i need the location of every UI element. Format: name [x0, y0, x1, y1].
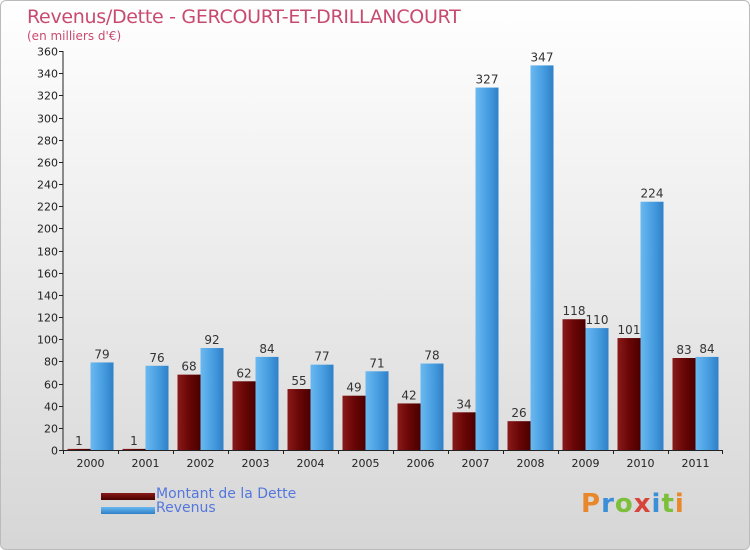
y-tick-label: 20 [44, 423, 58, 436]
data-label-revenus: 71 [369, 356, 384, 370]
bar-revenus [640, 201, 664, 450]
data-label-revenus: 78 [424, 349, 439, 363]
bar-debt [397, 403, 421, 450]
x-tick-label: 2009 [572, 457, 600, 470]
data-label-debt: 34 [456, 397, 471, 411]
chart-title: Revenus/Dette - GERCOURT-ET-DRILLANCOURT [27, 6, 461, 28]
bar-revenus [585, 328, 609, 450]
data-label-revenus: 327 [476, 73, 499, 87]
logo-letter: P [581, 489, 602, 519]
bar-revenus [475, 87, 499, 450]
data-label-debt: 49 [346, 381, 361, 395]
x-tick-label: 2005 [352, 457, 380, 470]
logo-letter: t [661, 489, 675, 519]
data-label-debt: 42 [401, 388, 416, 402]
y-tick-label: 60 [44, 379, 58, 392]
data-label-debt: 62 [236, 366, 251, 380]
data-label-revenus: 77 [314, 350, 329, 364]
data-label-revenus: 224 [641, 187, 664, 201]
legend-swatch-revenus [101, 507, 155, 514]
bar-debt [122, 448, 146, 450]
y-tick-label: 80 [44, 356, 58, 369]
x-tick-label: 2006 [407, 457, 435, 470]
y-tick-label: 200 [37, 223, 58, 236]
bar-debt [562, 319, 586, 450]
data-label-revenus: 79 [94, 347, 109, 361]
y-tick-label: 220 [37, 201, 58, 214]
bar-debt [452, 412, 476, 450]
legend-label-revenus: Revenus [156, 500, 216, 516]
bar-debt [67, 448, 91, 450]
data-label-revenus: 84 [699, 342, 714, 356]
y-tick-label: 240 [37, 179, 58, 192]
bar-debt [672, 358, 696, 450]
data-label-revenus: 110 [586, 313, 609, 327]
bar-debt [232, 381, 256, 450]
chart-subtitle: (en milliers d'€) [27, 29, 122, 43]
y-tick-label: 40 [44, 401, 58, 414]
y-tick-label: 120 [37, 312, 58, 325]
bar-revenus [145, 365, 169, 450]
x-tick-label: 2008 [517, 457, 545, 470]
data-labels: 1791766892628455774971427834327263471181… [75, 50, 714, 447]
proxiti-logo: Proxiti [581, 489, 685, 519]
data-label-revenus: 76 [149, 351, 164, 365]
x-tick-label: 2000 [77, 457, 105, 470]
bar-revenus [310, 364, 334, 450]
data-label-debt: 101 [618, 323, 641, 337]
bars [67, 65, 719, 451]
y-tick-label: 0 [51, 445, 58, 458]
data-label-debt: 1 [130, 434, 138, 448]
data-label-revenus: 92 [204, 333, 219, 347]
data-label-debt: 26 [511, 406, 526, 420]
x-tick-label: 2003 [242, 457, 270, 470]
x-tick-label: 2011 [682, 457, 710, 470]
data-label-debt: 68 [181, 360, 196, 374]
y-tick-label: 360 [37, 46, 58, 59]
legend-swatch-debt [101, 493, 155, 500]
y-tick-label: 300 [37, 113, 58, 126]
x-tick-label: 2002 [187, 457, 215, 470]
legend-label-debt: Montant de la Dette [156, 486, 297, 502]
bar-revenus [255, 356, 279, 450]
bar-revenus [200, 348, 224, 450]
logo-letter: x [633, 489, 652, 519]
bar-revenus [365, 371, 389, 450]
axes: 0 20 40 60 80 100 120 140 160 180 200 220 240 260 280 3… [37, 46, 723, 470]
y-tick-label: 280 [37, 135, 58, 148]
data-label-revenus: 84 [259, 342, 274, 356]
bar-revenus [695, 356, 719, 450]
data-label-debt: 118 [563, 304, 586, 318]
y-tick-label: 260 [37, 157, 58, 170]
data-label-revenus: 347 [531, 50, 554, 64]
data-label-debt: 1 [75, 434, 83, 448]
bar-debt [342, 395, 366, 450]
x-tick-label: 2004 [297, 457, 325, 470]
y-tick-label: 340 [37, 68, 58, 81]
x-tick-label: 2010 [627, 457, 655, 470]
bar-debt [177, 374, 201, 450]
bar-debt [617, 338, 641, 450]
y-tick-label: 100 [37, 334, 58, 347]
logo-letter: o [614, 489, 634, 519]
y-tick-label: 140 [37, 290, 58, 303]
y-tick-label: 160 [37, 268, 58, 281]
data-label-debt: 83 [676, 343, 691, 357]
x-tick-label: 2001 [132, 457, 160, 470]
x-tick-label: 2007 [462, 457, 490, 470]
bar-revenus [90, 362, 114, 450]
bar-revenus [530, 65, 554, 451]
y-tick-label: 180 [37, 246, 58, 259]
bar-revenus [420, 363, 444, 450]
data-label-debt: 55 [291, 374, 306, 388]
logo-letter: i [651, 489, 662, 519]
y-tick-label: 320 [37, 90, 58, 103]
bar-debt [507, 421, 531, 450]
bar-debt [287, 389, 311, 450]
logo-letter: i [674, 489, 685, 519]
logo-letter: r [601, 489, 615, 519]
